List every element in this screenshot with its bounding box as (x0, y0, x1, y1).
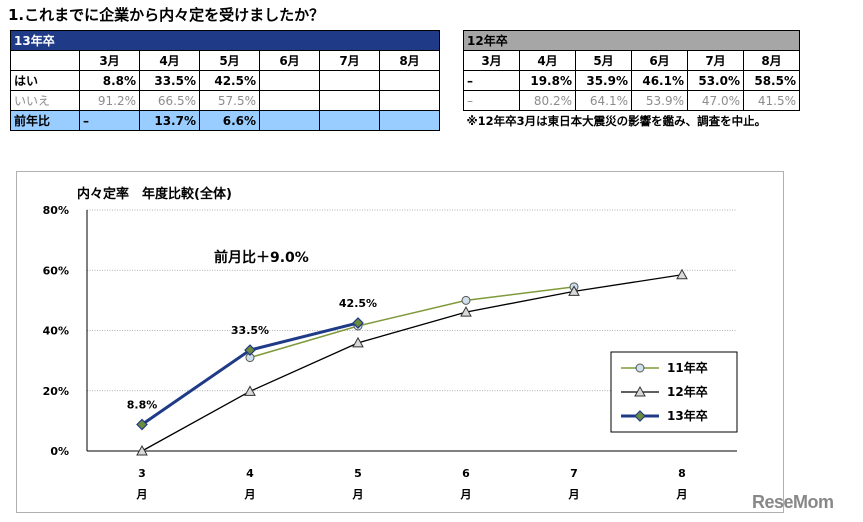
table13-month: 4月 (139, 50, 200, 71)
series-line (141, 321, 359, 426)
table13-corner (10, 50, 80, 71)
row-label-iie: いいえ (10, 90, 80, 111)
table-row: – 80.2% 64.1% 53.9% 47.0% 41.5% (463, 90, 800, 111)
table-cell: 66.5% (139, 90, 200, 111)
table-cell (379, 90, 440, 111)
row-label-zennenhi: 前年比 (10, 110, 80, 131)
table-cell (259, 90, 320, 111)
chart-annotation: 前月比＋9.0% (214, 249, 309, 266)
table-cell: 6.6% (199, 110, 260, 131)
table-cell: 53.0% (687, 70, 744, 91)
table-cell (319, 110, 380, 131)
table-row: 前年比 – 13.7% 6.6% (10, 110, 440, 131)
row-label-hai: はい (10, 70, 80, 91)
table13-month: 8月 (379, 50, 440, 71)
table13-month: 6月 (259, 50, 320, 71)
table12-month: 6月 (631, 50, 688, 71)
table-cell: – (463, 70, 520, 91)
page-title: 1.これまでに企業から内々定を受けましたか？ (8, 6, 325, 24)
table-13-graduates: 13年卒 3月 4月 5月 6月 7月 8月 はい 8.8% 33.5% 42.… (10, 30, 440, 131)
table-cell: 13.7% (139, 110, 200, 131)
table13-month: 5月 (199, 50, 260, 71)
table12-month: 8月 (743, 50, 800, 71)
table-cell: 46.1% (631, 70, 688, 91)
legend-marker (635, 363, 645, 373)
table13-month: 7月 (319, 50, 380, 71)
y-tick-label: 0% (50, 445, 69, 458)
table-cell: 80.2% (519, 90, 576, 111)
table-cell: 33.5% (139, 70, 200, 91)
data-label: 42.5% (339, 297, 377, 310)
table-cell: 57.5% (199, 90, 260, 111)
table-cell: 58.5% (743, 70, 800, 91)
table-row: – 19.8% 35.9% 46.1% 53.0% 58.5% (463, 70, 800, 91)
table12-header: 12年卒 (463, 30, 800, 51)
data-point (460, 306, 472, 317)
data-label: 33.5% (231, 324, 269, 337)
data-point (136, 418, 148, 431)
data-point (352, 336, 364, 348)
table-cell (379, 70, 440, 91)
y-tick-label: 80% (43, 204, 69, 217)
table-cell (379, 110, 440, 131)
table-cell (319, 90, 380, 111)
data-point (244, 344, 256, 356)
table-cell (259, 110, 320, 131)
table12-month: 5月 (575, 50, 632, 71)
data-point (461, 295, 471, 305)
table-cell: – (463, 90, 520, 111)
legend-label: 11年卒 (667, 360, 708, 375)
table-cell: 64.1% (575, 90, 632, 111)
series-line (249, 286, 575, 359)
y-tick-label: 60% (43, 264, 69, 277)
legend-marker (634, 385, 646, 397)
chart-title: 内々定率 年度比較(全体) (77, 186, 232, 202)
table-cell: 47.0% (687, 90, 744, 111)
table-row: はい 8.8% 33.5% 42.5% (10, 70, 440, 91)
table-cell: 53.9% (631, 90, 688, 111)
data-label: 8.8% (127, 398, 158, 411)
y-tick-label: 20% (43, 385, 69, 398)
legend-label: 12年卒 (667, 384, 708, 399)
table-cell: 35.9% (575, 70, 632, 91)
data-point (244, 385, 256, 396)
legend-label: 13年卒 (667, 408, 708, 423)
chart-panel: 内々定率 年度比較(全体) 0% 20% 40% 60% 80% 3 月 4 月 5 月 6 月 7 月 8 月 8… (16, 171, 784, 513)
data-point (136, 444, 148, 456)
legend-marker (634, 410, 646, 422)
table12-month: 3月 (463, 50, 520, 71)
table-cell (319, 70, 380, 91)
table12-month: 4月 (519, 50, 576, 71)
table13-header: 13年卒 (10, 30, 440, 51)
table-cell: – (79, 110, 140, 131)
table13-month: 3月 (79, 50, 140, 71)
data-point (568, 285, 580, 296)
table12-month: 7月 (687, 50, 744, 71)
table-row: いいえ 91.2% 66.5% 57.5% (10, 90, 440, 111)
table-12-graduates: 12年卒 3月 4月 5月 6月 7月 8月 – 19.8% 35.9% 46.… (463, 30, 800, 130)
table-cell: 91.2% (79, 90, 140, 111)
data-point (676, 268, 688, 280)
table-cell: 42.5% (199, 70, 260, 91)
y-tick-label: 40% (43, 325, 69, 338)
data-point (352, 317, 364, 329)
table-cell: 19.8% (519, 70, 576, 91)
series-line (141, 274, 683, 452)
table-cell: 8.8% (79, 70, 140, 91)
resemom-logo: ReseMom (752, 492, 834, 512)
line-chart: 内々定率 年度比較(全体) 0% 20% 40% 60% 80% 3 月 4 月 5 月 6 月 7 月 8 月 8… (43, 186, 738, 501)
table-cell: 41.5% (743, 90, 800, 111)
table-cell (259, 70, 320, 91)
table12-note: ※12年卒3月は東日本大震災の影響を鑑み、調査を中止。 (466, 113, 767, 128)
